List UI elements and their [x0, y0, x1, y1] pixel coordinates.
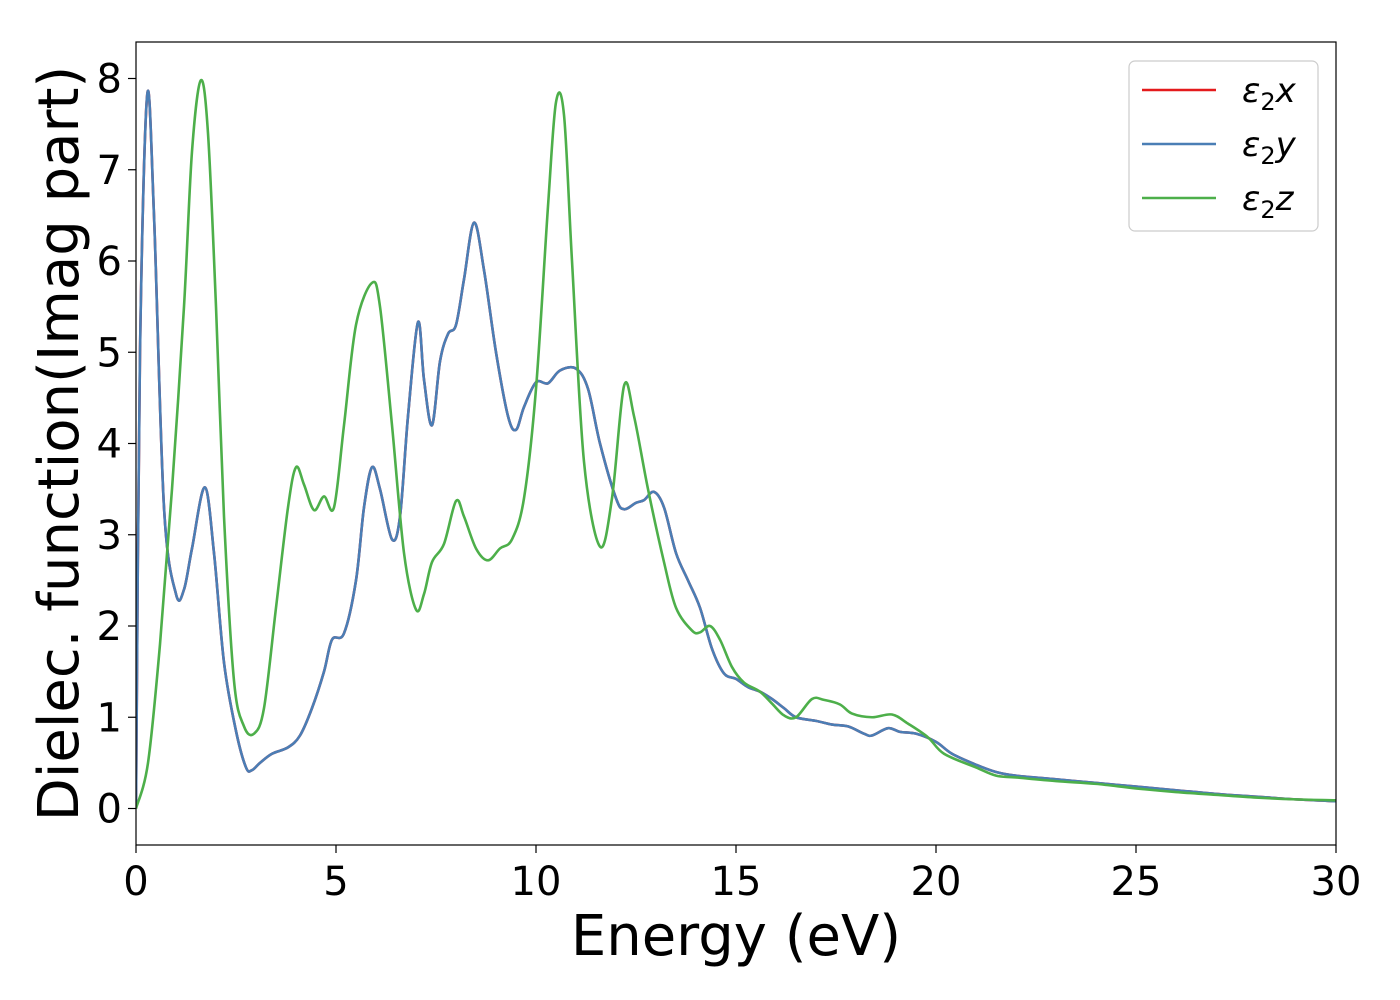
y-axis-title: Dielec. function(Imag part) — [27, 66, 92, 822]
y-tick-label: 5 — [97, 330, 122, 376]
legend-box — [1128, 60, 1319, 232]
x-tick-label: 0 — [123, 859, 148, 905]
y-tick-label: 3 — [97, 513, 122, 559]
x-axis-ticks: 0 5 10 15 20 25 30 — [123, 845, 1361, 905]
series-line-y — [136, 89, 1336, 809]
y-tick-label: 1 — [97, 695, 122, 741]
y-tick-label: 7 — [97, 148, 122, 194]
legend-label-z: ε2z — [1242, 179, 1295, 224]
legend-label-y: ε2y — [1242, 125, 1297, 170]
y-tick-label: 4 — [97, 422, 122, 468]
y-tick-label: 6 — [97, 239, 122, 285]
x-tick-label: 20 — [911, 859, 962, 905]
y-tick-label: 0 — [97, 787, 122, 833]
legend-label-x: ε2x — [1242, 71, 1297, 116]
x-tick-label: 10 — [511, 859, 562, 905]
x-axis-title: Energy (eV) — [571, 904, 901, 969]
x-tick-label: 25 — [1111, 859, 1162, 905]
legend: ε2x ε2y ε2z — [1128, 60, 1319, 232]
y-tick-label: 8 — [97, 57, 122, 103]
x-tick-label: 5 — [323, 859, 348, 905]
x-tick-label: 15 — [711, 859, 762, 905]
y-axis-ticks: 0 1 2 3 4 5 6 7 8 — [97, 57, 136, 833]
series-line-z — [136, 78, 1336, 809]
series-layer — [136, 78, 1336, 809]
y-tick-label: 2 — [97, 604, 122, 650]
x-tick-label: 30 — [1311, 859, 1362, 905]
